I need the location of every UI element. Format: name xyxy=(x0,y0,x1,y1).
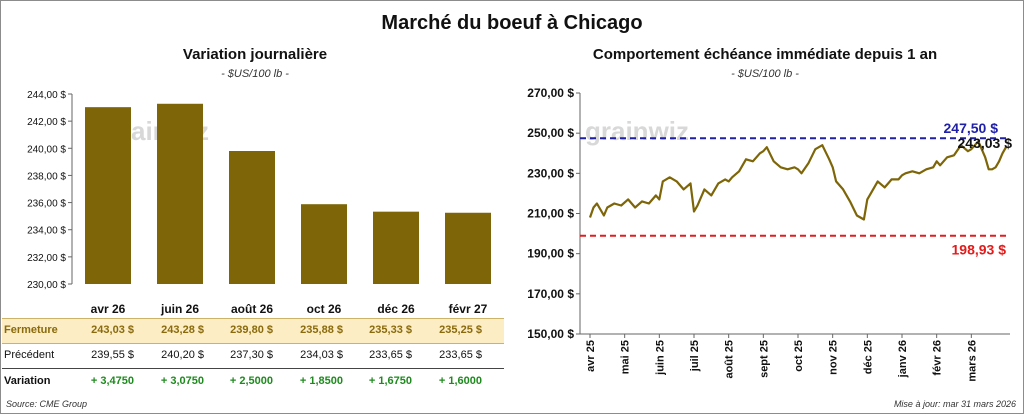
last-price-label: 243,03 $ xyxy=(958,135,1013,151)
close-value: 243,03 $ xyxy=(91,324,134,336)
y-tick-label: 250,00 $ xyxy=(527,126,574,140)
x-tick-label: déc 25 xyxy=(862,340,874,374)
bar xyxy=(445,212,491,284)
close-label: Fermeture xyxy=(4,324,58,336)
watermark: grainwiz xyxy=(585,116,689,146)
previous-value: 240,20 $ xyxy=(161,349,204,361)
y-tick-label: 236,00 $ xyxy=(27,199,66,210)
x-tick-label: janv 26 xyxy=(897,340,909,378)
y-tick-label: 230,00 $ xyxy=(27,280,66,291)
price-line xyxy=(588,140,1007,221)
previous-value: 233,65 $ xyxy=(369,349,412,361)
variation-value: + 1,6000 xyxy=(438,375,482,387)
max-label: 247,50 $ xyxy=(944,120,999,136)
close-value: 235,25 $ xyxy=(439,324,482,336)
x-tick-label: avr 25 xyxy=(585,340,597,372)
line-chart: grainwiz 150,00 $ 170,00 $ 190,00 $ 210,00 $… xyxy=(527,86,1013,382)
x-tick-label: sept 25 xyxy=(758,340,770,378)
x-tick-label: nov 25 xyxy=(828,340,840,375)
previous-value: 234,03 $ xyxy=(300,349,343,361)
y-tick-label: 242,00 $ xyxy=(27,117,66,128)
right-chart-units: - $US/100 lb - xyxy=(731,68,799,80)
variation-value: + 1,6750 xyxy=(368,375,412,387)
previous-label: Précédent xyxy=(4,349,55,361)
x-tick-label: déc 26 xyxy=(377,302,415,316)
x-tick-label: mai 25 xyxy=(620,340,632,374)
x-tick-label: août 25 xyxy=(724,340,736,379)
variation-value: + 1,8500 xyxy=(299,375,343,387)
bar xyxy=(301,204,347,284)
close-value: 235,33 $ xyxy=(369,324,412,336)
previous-row: Précédent 239,55 $ 240,20 $ 237,30 $ 234… xyxy=(2,344,504,369)
y-tick-label: 238,00 $ xyxy=(27,171,66,182)
main-title: Marché du boeuf à Chicago xyxy=(381,12,643,34)
close-value: 243,28 $ xyxy=(161,324,204,336)
bar xyxy=(85,107,131,285)
x-tick-label: oct 26 xyxy=(307,302,342,316)
x-tick-label: févr 27 xyxy=(449,302,488,316)
close-row: Fermeture 243,03 $ 243,28 $ 239,80 $ 235… xyxy=(2,318,504,344)
variation-label: Variation xyxy=(4,375,51,387)
bar xyxy=(373,211,419,284)
x-tick-label: oct 25 xyxy=(793,340,805,372)
y-tick-label: 244,00 $ xyxy=(27,90,66,101)
y-tick-label: 270,00 $ xyxy=(527,86,574,100)
previous-value: 233,65 $ xyxy=(439,349,482,361)
x-tick-label: juil 25 xyxy=(689,340,701,372)
source-note: Source: CME Group xyxy=(6,399,88,409)
variation-value: + 2,5000 xyxy=(229,375,273,387)
x-tick-label: juin 26 xyxy=(160,302,199,316)
left-chart-title: Variation journalière xyxy=(182,46,328,63)
y-tick-label: 230,00 $ xyxy=(527,166,574,180)
y-tick-label: 190,00 $ xyxy=(527,247,574,261)
variation-value: + 3,0750 xyxy=(160,375,204,387)
right-chart-title: Comportement échéance immédiate depuis 1… xyxy=(592,46,938,63)
x-tick-label: juin 25 xyxy=(654,340,666,376)
previous-value: 239,55 $ xyxy=(91,349,134,361)
bar xyxy=(229,151,275,284)
y-tick-label: 240,00 $ xyxy=(27,144,66,155)
y-tick-label: 150,00 $ xyxy=(527,327,574,341)
x-tick-label: mars 26 xyxy=(966,340,978,382)
left-chart-units: - $US/100 lb - xyxy=(221,68,289,80)
close-value: 239,80 $ xyxy=(230,324,273,336)
x-tick-label: févr 26 xyxy=(932,340,944,375)
variation-value: + 3,4750 xyxy=(90,375,134,387)
bar xyxy=(157,103,203,285)
y-tick-label: 210,00 $ xyxy=(527,207,574,221)
x-tick-label: août 26 xyxy=(231,302,273,316)
previous-value: 237,30 $ xyxy=(230,349,273,361)
close-value: 235,88 $ xyxy=(300,324,343,336)
x-tick-label: avr 26 xyxy=(91,302,126,316)
variation-row: Variation + 3,4750 + 3,0750 + 2,5000 + 1… xyxy=(2,370,504,394)
y-tick-label: 232,00 $ xyxy=(27,253,66,264)
min-label: 198,93 $ xyxy=(952,242,1007,258)
y-tick-label: 170,00 $ xyxy=(527,287,574,301)
y-tick-label: 234,00 $ xyxy=(27,226,66,237)
update-note: Mise à jour: mar 31 mars 2026 xyxy=(893,399,1016,409)
bar-chart: grainwiz230,00 $232,00 $234,00 $236,00 $… xyxy=(27,90,491,316)
